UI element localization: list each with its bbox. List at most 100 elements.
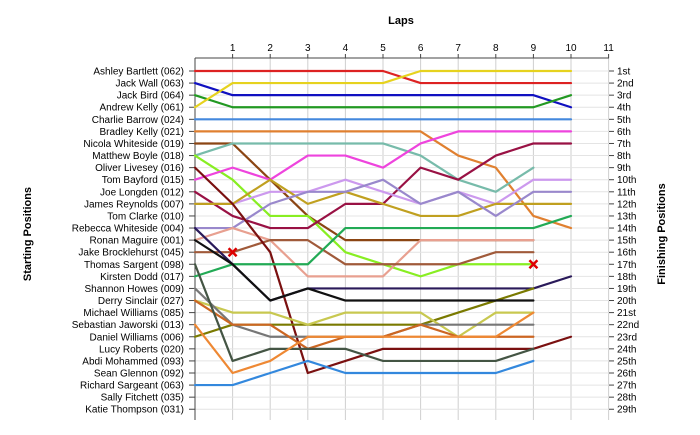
starting-position-label: Matthew Boyle (018) xyxy=(92,151,184,162)
starting-position-label: Ashley Bartlett (062) xyxy=(93,67,184,78)
finishing-position-label: 9th xyxy=(617,163,631,174)
starting-position-label: Tom Bayford (015) xyxy=(102,175,184,186)
finishing-position-label: 19th xyxy=(617,284,636,295)
finishing-position-label: 5th xyxy=(617,115,631,126)
series-line xyxy=(193,81,573,109)
series-line xyxy=(193,166,573,375)
x-tick-label: 6 xyxy=(418,43,424,54)
finishing-position-label: 10th xyxy=(617,175,636,186)
series-line xyxy=(193,263,535,363)
series-line xyxy=(193,178,573,205)
x-marker xyxy=(227,247,238,258)
finishing-position-label: 15th xyxy=(617,236,636,247)
starting-position-label: James Reynolds (007) xyxy=(84,199,184,210)
starting-position-label: Jake Brocklehurst (045) xyxy=(78,248,184,259)
starting-position-label: Sally Fitchett (035) xyxy=(101,393,184,404)
finishing-position-label: 29th xyxy=(617,405,636,416)
series-line xyxy=(193,142,535,193)
finishing-position-label: 3rd xyxy=(617,91,631,102)
finishing-position-label: 12th xyxy=(617,199,636,210)
finishing-position-label: 18th xyxy=(617,272,636,283)
starting-position-label: Jack Bird (064) xyxy=(117,91,184,102)
x-tick-label: 7 xyxy=(455,43,461,54)
finishing-position-label: 7th xyxy=(617,139,631,150)
starting-position-label: Tom Clarke (010) xyxy=(107,211,184,222)
starting-position-label: Abdi Mohammed (093) xyxy=(82,356,184,367)
finishing-position-label: 13th xyxy=(617,211,636,222)
starting-position-label: Daniel Williams (006) xyxy=(90,332,184,343)
starting-position-label: Lucy Roberts (020) xyxy=(99,344,184,355)
starting-position-label: Bradley Kelly (021) xyxy=(100,127,184,138)
x-tick-label: 2 xyxy=(267,43,273,54)
series-line xyxy=(193,226,535,278)
markers xyxy=(227,247,539,270)
x-tick-label: 10 xyxy=(565,43,577,54)
finishing-position-label: 26th xyxy=(617,369,636,380)
starting-position-label: Ronan Maguire (001) xyxy=(90,236,185,247)
starting-position-label: Sebastian Jaworski (013) xyxy=(72,320,184,331)
starting-position-label: Jack Wall (063) xyxy=(115,79,184,90)
x-tick-label: 11 xyxy=(603,43,614,54)
finishing-position-label: 8th xyxy=(617,151,631,162)
finishing-position-label: 28th xyxy=(617,393,636,404)
series-line xyxy=(193,69,573,85)
x-tick-label: 9 xyxy=(531,43,537,54)
starting-position-label: Richard Sargeant (063) xyxy=(80,381,184,392)
finishing-position-label: 20th xyxy=(617,296,636,307)
y-axis-label-right: Finishing Positions xyxy=(656,183,668,284)
starting-position-label: Derry Sinclair (027) xyxy=(98,296,184,307)
finishing-position-label: 23rd xyxy=(617,332,637,343)
series-line xyxy=(193,311,535,375)
series-line xyxy=(193,299,535,338)
starting-position-label: Joe Longden (012) xyxy=(100,187,184,198)
series-line xyxy=(193,130,573,181)
finishing-position-labels: 1st2nd3rd4th5th6th7th8th9th10th11th12th1… xyxy=(609,67,639,416)
x-tick-label: 1 xyxy=(230,43,236,54)
series-line xyxy=(193,239,535,266)
x-tick-label: 3 xyxy=(305,43,311,54)
starting-position-label: Charlie Barrow (024) xyxy=(92,115,184,126)
finishing-position-label: 6th xyxy=(617,127,631,138)
starting-position-label: Oliver Livesey (016) xyxy=(95,163,184,174)
finishing-position-label: 27th xyxy=(617,381,636,392)
starting-position-label: Thomas Sargent (098) xyxy=(84,260,184,271)
series-lines xyxy=(193,69,573,387)
series-line xyxy=(193,239,535,302)
starting-position-label: Sean Glennon (092) xyxy=(94,369,184,380)
chart-title: Laps xyxy=(388,15,414,27)
x-tick-label: 5 xyxy=(380,43,386,54)
finishing-position-label: 11th xyxy=(617,187,636,198)
starting-position-label: Kirsten Dodd (017) xyxy=(100,272,184,283)
series-line xyxy=(193,178,573,230)
x-tick-labels: 1 2 3 4 5 6 7 8 9 10 11 xyxy=(230,43,614,58)
finishing-position-label: 22nd xyxy=(617,320,639,331)
x-marker xyxy=(528,259,539,270)
starting-position-label: Shannon Howes (009) xyxy=(84,284,184,295)
x-tick-label: 4 xyxy=(343,43,349,54)
finishing-position-label: 17th xyxy=(617,260,636,271)
starting-position-label: Andrew Kelly (061) xyxy=(100,103,184,114)
x-marker-stroke xyxy=(227,247,238,258)
finishing-position-label: 21st xyxy=(617,308,636,319)
starting-position-label: Michael Williams (085) xyxy=(83,308,184,319)
finishing-position-label: 24th xyxy=(617,344,636,355)
series-line xyxy=(193,69,573,109)
series-line xyxy=(193,94,573,109)
starting-position-labels: Ashley Bartlett (062)Jack Wall (063)Jack… xyxy=(72,67,195,416)
series-line xyxy=(193,214,573,278)
finishing-position-label: 1st xyxy=(617,67,631,78)
finishing-position-label: 4th xyxy=(617,103,631,114)
x-tick-label: 8 xyxy=(493,43,499,54)
series-line xyxy=(193,359,535,387)
starting-position-label: Nicola Whiteside (019) xyxy=(83,139,184,150)
y-axis-label-left: Starting Positions xyxy=(22,187,34,281)
starting-position-label: Rebecca Whiteside (004) xyxy=(72,224,184,235)
x-marker-stroke xyxy=(528,259,539,270)
series-line xyxy=(193,178,573,218)
finishing-position-label: 16th xyxy=(617,248,636,259)
finishing-position-label: 14th xyxy=(617,224,636,235)
finishing-position-label: 25th xyxy=(617,356,636,367)
finishing-position-label: 2nd xyxy=(617,79,634,90)
starting-position-label: Katie Thompson (031) xyxy=(85,405,184,416)
